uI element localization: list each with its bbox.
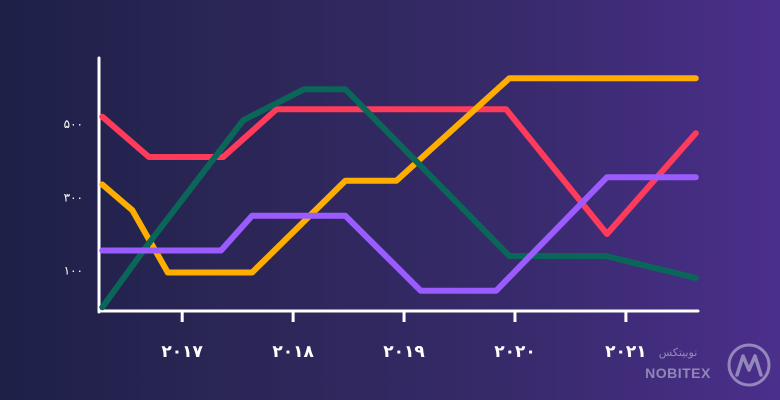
chart-series <box>99 75 699 311</box>
y-tick-label-0: ۱۰۰ <box>64 264 83 278</box>
x-tick-label-0: ۲۰۱۷ <box>161 342 203 362</box>
watermark-text-en: NOBITEX <box>645 365 711 381</box>
watermark-text: نوبیتکس NOBITEX <box>632 342 724 382</box>
y-tick-label-2: ۵۰۰ <box>64 117 83 131</box>
series-line-2 <box>99 86 699 311</box>
y-tick-label-1: ۳۰۰ <box>64 190 83 204</box>
series-line-1 <box>99 75 699 276</box>
x-tick-label-1: ۲۰۱۸ <box>272 342 314 362</box>
x-tick-label-4: ۲۰۲۱ <box>605 342 647 362</box>
watermark-text-fa: نوبیتکس <box>658 346 698 359</box>
series-line-0 <box>99 106 699 237</box>
nobitex-logo-icon <box>727 343 771 387</box>
series-line-3 <box>99 174 699 294</box>
x-tick-label-2: ۲۰۱۹ <box>383 342 425 362</box>
x-tick-label-3: ۲۰۲۰ <box>494 342 536 362</box>
nobitex-watermark: نوبیتکس NOBITEX <box>632 342 772 390</box>
chart-axes: ۱۰۰ ۳۰۰ ۵۰۰ ۲۰۱۷ ۲۰۱۸ ۲۰۱۹ ۲۰۲۰ ۲۰۲۱ <box>64 56 700 362</box>
